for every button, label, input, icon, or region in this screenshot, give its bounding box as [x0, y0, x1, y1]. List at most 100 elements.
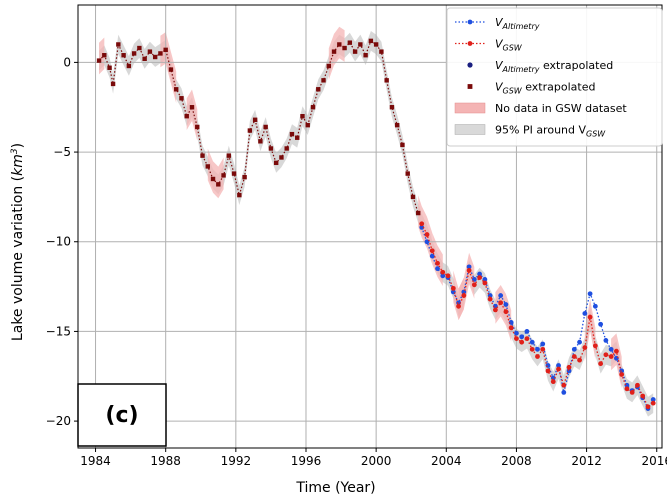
legend-label-main: V: [495, 38, 504, 51]
gsw-point: [424, 232, 430, 237]
gsw-point: [514, 336, 519, 341]
legend-band-icon: [454, 124, 486, 135]
gsw-extrapolated-point: [326, 63, 331, 69]
altimetry-point: [419, 224, 425, 230]
gsw-point: [640, 393, 646, 399]
y-tick-label: −10: [46, 235, 71, 249]
gsw-extrapolated-point: [379, 49, 384, 54]
legend-item: 95% PI around VGSW: [454, 124, 606, 139]
gsw-point: [550, 379, 556, 385]
gsw-point: [614, 348, 619, 354]
x-tick-label: 1996: [291, 454, 322, 468]
gsw-extrapolated-point: [279, 155, 284, 160]
x-tick-label: 2004: [431, 454, 462, 468]
no-data-band: [334, 5, 339, 448]
gsw-extrapolated-point: [116, 42, 121, 47]
legend-marker-icon: [467, 41, 473, 46]
altimetry-point: [545, 363, 551, 368]
gsw-extrapolated-point: [107, 65, 112, 70]
altimetry-point: [608, 346, 614, 352]
gsw-extrapolated-point: [310, 105, 316, 110]
legend-item: VGSW: [455, 38, 523, 53]
gsw-extrapolated-point: [147, 49, 153, 54]
gsw-extrapolated-point: [305, 122, 310, 128]
gsw-point: [429, 248, 435, 254]
legend-square-icon: [467, 84, 473, 89]
gsw-extrapolated-point: [131, 51, 137, 56]
gsw-point: [435, 260, 440, 266]
altimetry-point: [603, 337, 609, 343]
altimetry-point: [535, 346, 540, 352]
gsw-extrapolated-point: [258, 139, 263, 144]
legend-label: VGSW: [495, 38, 523, 53]
gsw-extrapolated-point: [126, 63, 132, 69]
gsw-extrapolated-point: [331, 49, 337, 54]
legend-marker-icon: [467, 19, 473, 25]
gsw-extrapolated-point: [410, 194, 416, 200]
gsw-extrapolated-point: [226, 153, 232, 158]
altimetry-point: [456, 300, 461, 306]
legend-item: VAltimetry extrapolated: [467, 59, 613, 74]
gsw-point: [492, 307, 498, 313]
gsw-extrapolated-point: [189, 105, 195, 110]
gsw-extrapolated-point: [242, 174, 247, 180]
altimetry-point: [519, 334, 525, 340]
gsw-point: [477, 275, 483, 281]
gsw-point: [508, 325, 514, 331]
no-data-shade: [584, 299, 596, 362]
gsw-point: [624, 386, 630, 392]
gsw-point: [419, 221, 425, 227]
gsw-point: [519, 339, 525, 345]
x-tick-label: 2000: [361, 454, 392, 468]
gsw-extrapolated-point: [273, 160, 279, 166]
gsw-point: [619, 372, 625, 377]
gsw-extrapolated-point: [221, 173, 226, 178]
x-tick-label: 2008: [501, 454, 532, 468]
y-tick-label: −5: [53, 145, 71, 159]
no-data-shade: [328, 26, 345, 80]
gsw-point: [603, 352, 609, 358]
gsw-extrapolated-point: [102, 53, 107, 58]
gsw-point: [529, 346, 535, 352]
gsw-extrapolated-point: [237, 192, 242, 198]
gsw-point: [471, 282, 477, 288]
gsw-point: [598, 361, 604, 367]
altimetry-point: [556, 363, 561, 368]
gsw-extrapolated-point: [416, 210, 421, 216]
gsw-extrapolated-point: [216, 182, 221, 187]
gsw-extrapolated-point: [142, 56, 147, 62]
gsw-extrapolated-point: [110, 81, 116, 87]
gsw-point: [577, 357, 582, 363]
no-data-shade: [186, 89, 198, 141]
series-layer: [96, 38, 656, 411]
no-data-band: [190, 5, 195, 448]
legend-label-suffix: extrapolated: [539, 59, 613, 72]
altimetry-point: [577, 339, 582, 345]
gsw-extrapolated-point: [284, 146, 289, 151]
gsw-extrapolated-point: [368, 38, 374, 44]
gsw-point: [592, 343, 598, 349]
gsw-extrapolated-point: [389, 105, 395, 110]
gsw-extrapolated-point: [231, 171, 237, 176]
y-tick-label: −20: [46, 414, 71, 428]
gsw-point: [556, 366, 561, 372]
panel-label: (c): [105, 403, 138, 428]
gsw-point: [587, 314, 593, 320]
y-axis-ticks: 0 −5 −10 −15 −20: [46, 55, 78, 428]
gsw-extrapolated-point: [200, 153, 205, 158]
legend-label-subscript: GSW: [503, 87, 523, 96]
gsw-point: [498, 300, 504, 306]
x-tick-label: 1984: [80, 454, 111, 468]
no-data-shade: [99, 37, 105, 75]
gsw-point: [645, 404, 651, 410]
gsw-extrapolated-point: [210, 176, 216, 182]
legend-label-subscript: GSW: [503, 44, 523, 53]
altimetry-point: [529, 339, 535, 345]
series-altimetry-line: [421, 227, 654, 410]
gsw-point: [524, 336, 530, 341]
legend-label: No data in GSW dataset: [495, 102, 627, 115]
gsw-point: [450, 285, 456, 291]
altimetry-point: [503, 302, 509, 307]
gsw-point: [635, 382, 640, 388]
gsw-extrapolated-point: [137, 45, 142, 51]
